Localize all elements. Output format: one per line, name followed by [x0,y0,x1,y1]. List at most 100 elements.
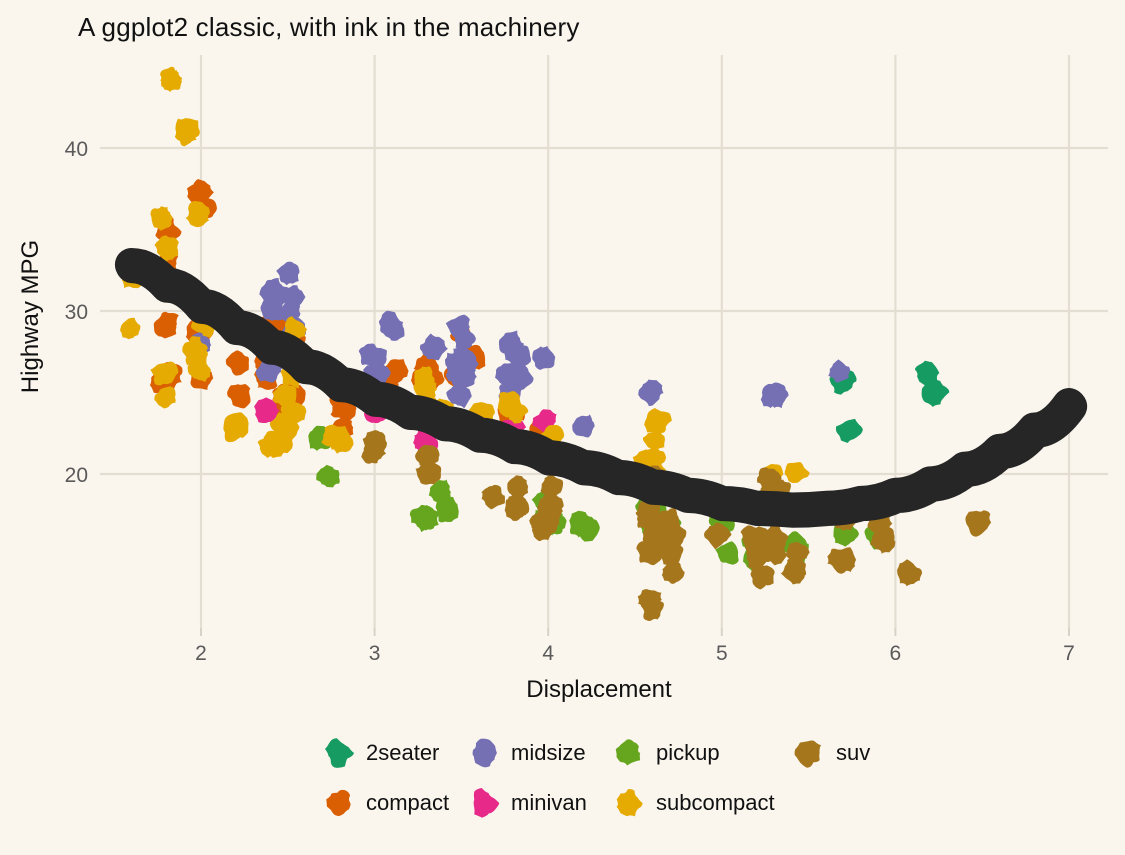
y-axis-title: Highway MPG [17,240,44,393]
legend-item-suv[interactable]: suv [792,736,870,770]
legend-item-subcompact[interactable]: subcompact [612,786,775,820]
data-point [186,179,214,204]
data-point [330,398,357,423]
legend-label: subcompact [656,790,775,815]
legend-label: pickup [656,740,720,765]
data-point [254,397,280,423]
legend-item-minivan[interactable]: minivan [467,786,587,820]
legend-label: midsize [511,740,586,765]
data-point [762,522,789,549]
data-point [381,315,405,341]
legend-row: compact minivan subcompact [0,785,1125,821]
legend-key-blob-icon [322,786,356,820]
data-point [503,343,532,371]
data-point [644,408,672,434]
x-axis-tick-label: 7 [1063,642,1075,665]
data-point [638,379,664,407]
legend-label: compact [366,790,450,815]
data-point [415,444,440,469]
scatter-plot: 2 3 4 5 6 7 20 30 40 Displacement Highway MPG [17,55,1108,703]
chart-legend: 2seater midsize pickup suv compact minivan sub… [0,735,1125,821]
data-point [661,559,685,584]
data-point [827,548,853,574]
data-point [659,524,687,552]
data-point [272,383,297,408]
data-point [255,360,282,383]
data-point [175,118,200,143]
data-point [764,382,789,409]
y-axis-tick-label: 30 [65,301,88,324]
data-point [481,484,505,510]
legend-row: 2seater midsize pickup suv [0,735,1125,771]
data-point [225,350,249,376]
data-point [154,235,179,263]
x-axis-tick-label: 4 [542,642,554,665]
data-point [703,522,732,550]
x-axis-tick-label: 6 [890,642,902,665]
x-axis-tick-label: 3 [369,642,381,665]
data-point [435,496,459,523]
data-point [453,327,476,350]
data-point [784,462,810,484]
data-point [361,442,387,464]
data-point [835,418,863,443]
legend-item-pickup[interactable]: pickup [612,736,720,770]
data-point [572,414,595,438]
legend-key-blob-icon [612,736,646,770]
data-point [160,66,183,87]
legend-item-midsize[interactable]: midsize [467,736,586,770]
x-axis-tick-label: 5 [716,642,728,665]
legend-item-compact[interactable]: compact [322,786,449,820]
data-point [155,311,179,334]
data-point [507,496,530,518]
data-point [532,346,556,370]
data-point [636,539,663,566]
chart-title: A ggplot2 classic, with ink in the machi… [78,12,580,42]
data-point [497,391,522,418]
data-point [185,201,210,228]
data-point [120,317,141,340]
data-point [745,544,770,571]
data-point [415,461,442,485]
data-point [223,412,249,438]
data-point [541,494,563,518]
data-point [276,261,300,286]
data-point [540,474,564,497]
data-point [495,362,521,386]
data-point [740,525,769,548]
trend-line-stroke [115,249,1085,526]
x-axis-title: Displacement [526,676,672,703]
data-point [326,425,354,454]
axes: 2 3 4 5 6 7 20 30 40 Displacement Highway MPG [17,138,1075,703]
legend-key-blob-icon [612,786,646,820]
data-point [574,515,600,542]
data-point [780,554,807,585]
smooth-trend-line [114,247,1088,528]
legend-label: suv [836,740,871,765]
data-point [897,559,923,587]
legend-key-blob-icon [792,736,826,770]
series-suv [361,430,992,621]
data-point [715,541,739,565]
y-axis-tick-label: 40 [65,138,88,161]
data-point [764,541,787,566]
data-point [154,386,176,409]
x-axis-tick-label: 2 [195,642,207,665]
data-point [828,359,851,383]
legend-key-blob-icon [322,736,356,770]
legend-key-blob-icon [467,786,501,820]
data-point [150,361,179,386]
data-point [642,429,665,452]
data-point [150,206,173,231]
legend-item-2seater[interactable]: 2seater [322,736,439,770]
data-point [637,506,656,530]
data-point [446,385,472,409]
data-point [869,527,896,554]
legend-key-blob-icon [467,736,501,770]
data-point [409,504,437,533]
data-point [507,475,529,499]
data-point [227,384,251,409]
data-point [363,347,387,370]
data-point [269,429,294,455]
data-point [921,377,950,407]
